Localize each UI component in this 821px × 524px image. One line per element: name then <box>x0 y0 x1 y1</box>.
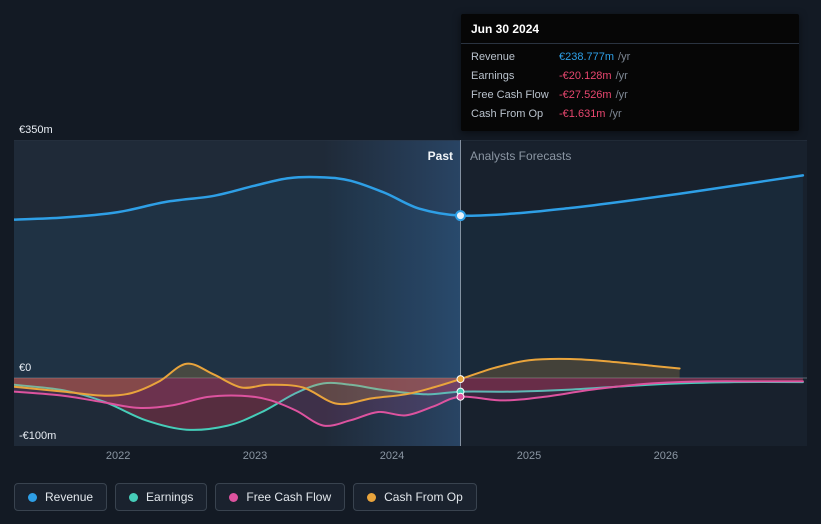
tooltip-row: Revenue €238.777m/yr <box>461 48 799 67</box>
forecast-label: Analysts Forecasts <box>470 149 572 163</box>
y-axis-label: €350m <box>19 124 53 136</box>
tooltip-row: Cash From Op -€1.631m/yr <box>461 105 799 124</box>
tooltip-body: Revenue €238.777m/yr Earnings -€20.128m /… <box>461 44 799 131</box>
past-label: Past <box>427 149 453 163</box>
x-axis-label: 2024 <box>379 450 405 462</box>
tooltip-row: Earnings -€20.128m/yr <box>461 67 799 86</box>
y-axis-label: €0 <box>19 362 32 374</box>
tooltip-row-suffix: /yr <box>618 51 631 63</box>
tooltip-row-suffix: /yr <box>615 70 628 82</box>
x-axis-label: 2025 <box>516 450 542 462</box>
legend-item-revenue[interactable]: Revenue <box>14 483 108 511</box>
legend-color-dot <box>367 492 377 502</box>
legend-color-dot <box>229 492 239 502</box>
x-axis-label: 2026 <box>653 450 679 462</box>
tooltip-row-suffix: /yr <box>615 89 628 101</box>
tooltip-row-label: Cash From Op <box>471 108 544 120</box>
tooltip-row-value: €238.777m/yr <box>559 51 631 63</box>
legend-item-label: Revenue <box>45 490 94 504</box>
legend-item-label: Earnings <box>146 490 194 504</box>
tooltip-row-suffix: /yr <box>609 108 622 120</box>
tooltip: Jun 30 2024 Revenue €238.777m/yr Earning… <box>461 14 799 131</box>
tooltip-date: Jun 30 2024 <box>461 14 799 44</box>
legend-item-free-cash-flow[interactable]: Free Cash Flow <box>215 483 346 511</box>
legend-color-dot <box>28 492 37 502</box>
tooltip-row-label: Revenue <box>471 51 516 63</box>
legend-item-earnings[interactable]: Earnings <box>115 483 208 511</box>
legend-item-label: Cash From Op <box>384 490 463 504</box>
legend-color-dot <box>129 492 139 502</box>
x-axis-label: 2023 <box>242 450 268 462</box>
legend-item-cash-from-op[interactable]: Cash From Op <box>353 483 477 511</box>
y-axis-label: -€100m <box>19 430 57 442</box>
tooltip-row-label: Free Cash Flow <box>471 89 549 101</box>
tooltip-row-label: Earnings <box>471 70 515 82</box>
tooltip-row-value: -€1.631m/yr <box>559 108 622 120</box>
tooltip-row: Free Cash Flow -€27.526m/yr <box>461 86 799 105</box>
x-axis-label: 2022 <box>105 450 131 462</box>
legend-item-label: Free Cash Flow <box>246 490 332 504</box>
tooltip-row-value: -€20.128m/yr <box>559 70 628 82</box>
legend: Revenue Earnings Free Cash Flow Cash Fro… <box>14 483 477 511</box>
tooltip-row-value: -€27.526m/yr <box>559 89 628 101</box>
